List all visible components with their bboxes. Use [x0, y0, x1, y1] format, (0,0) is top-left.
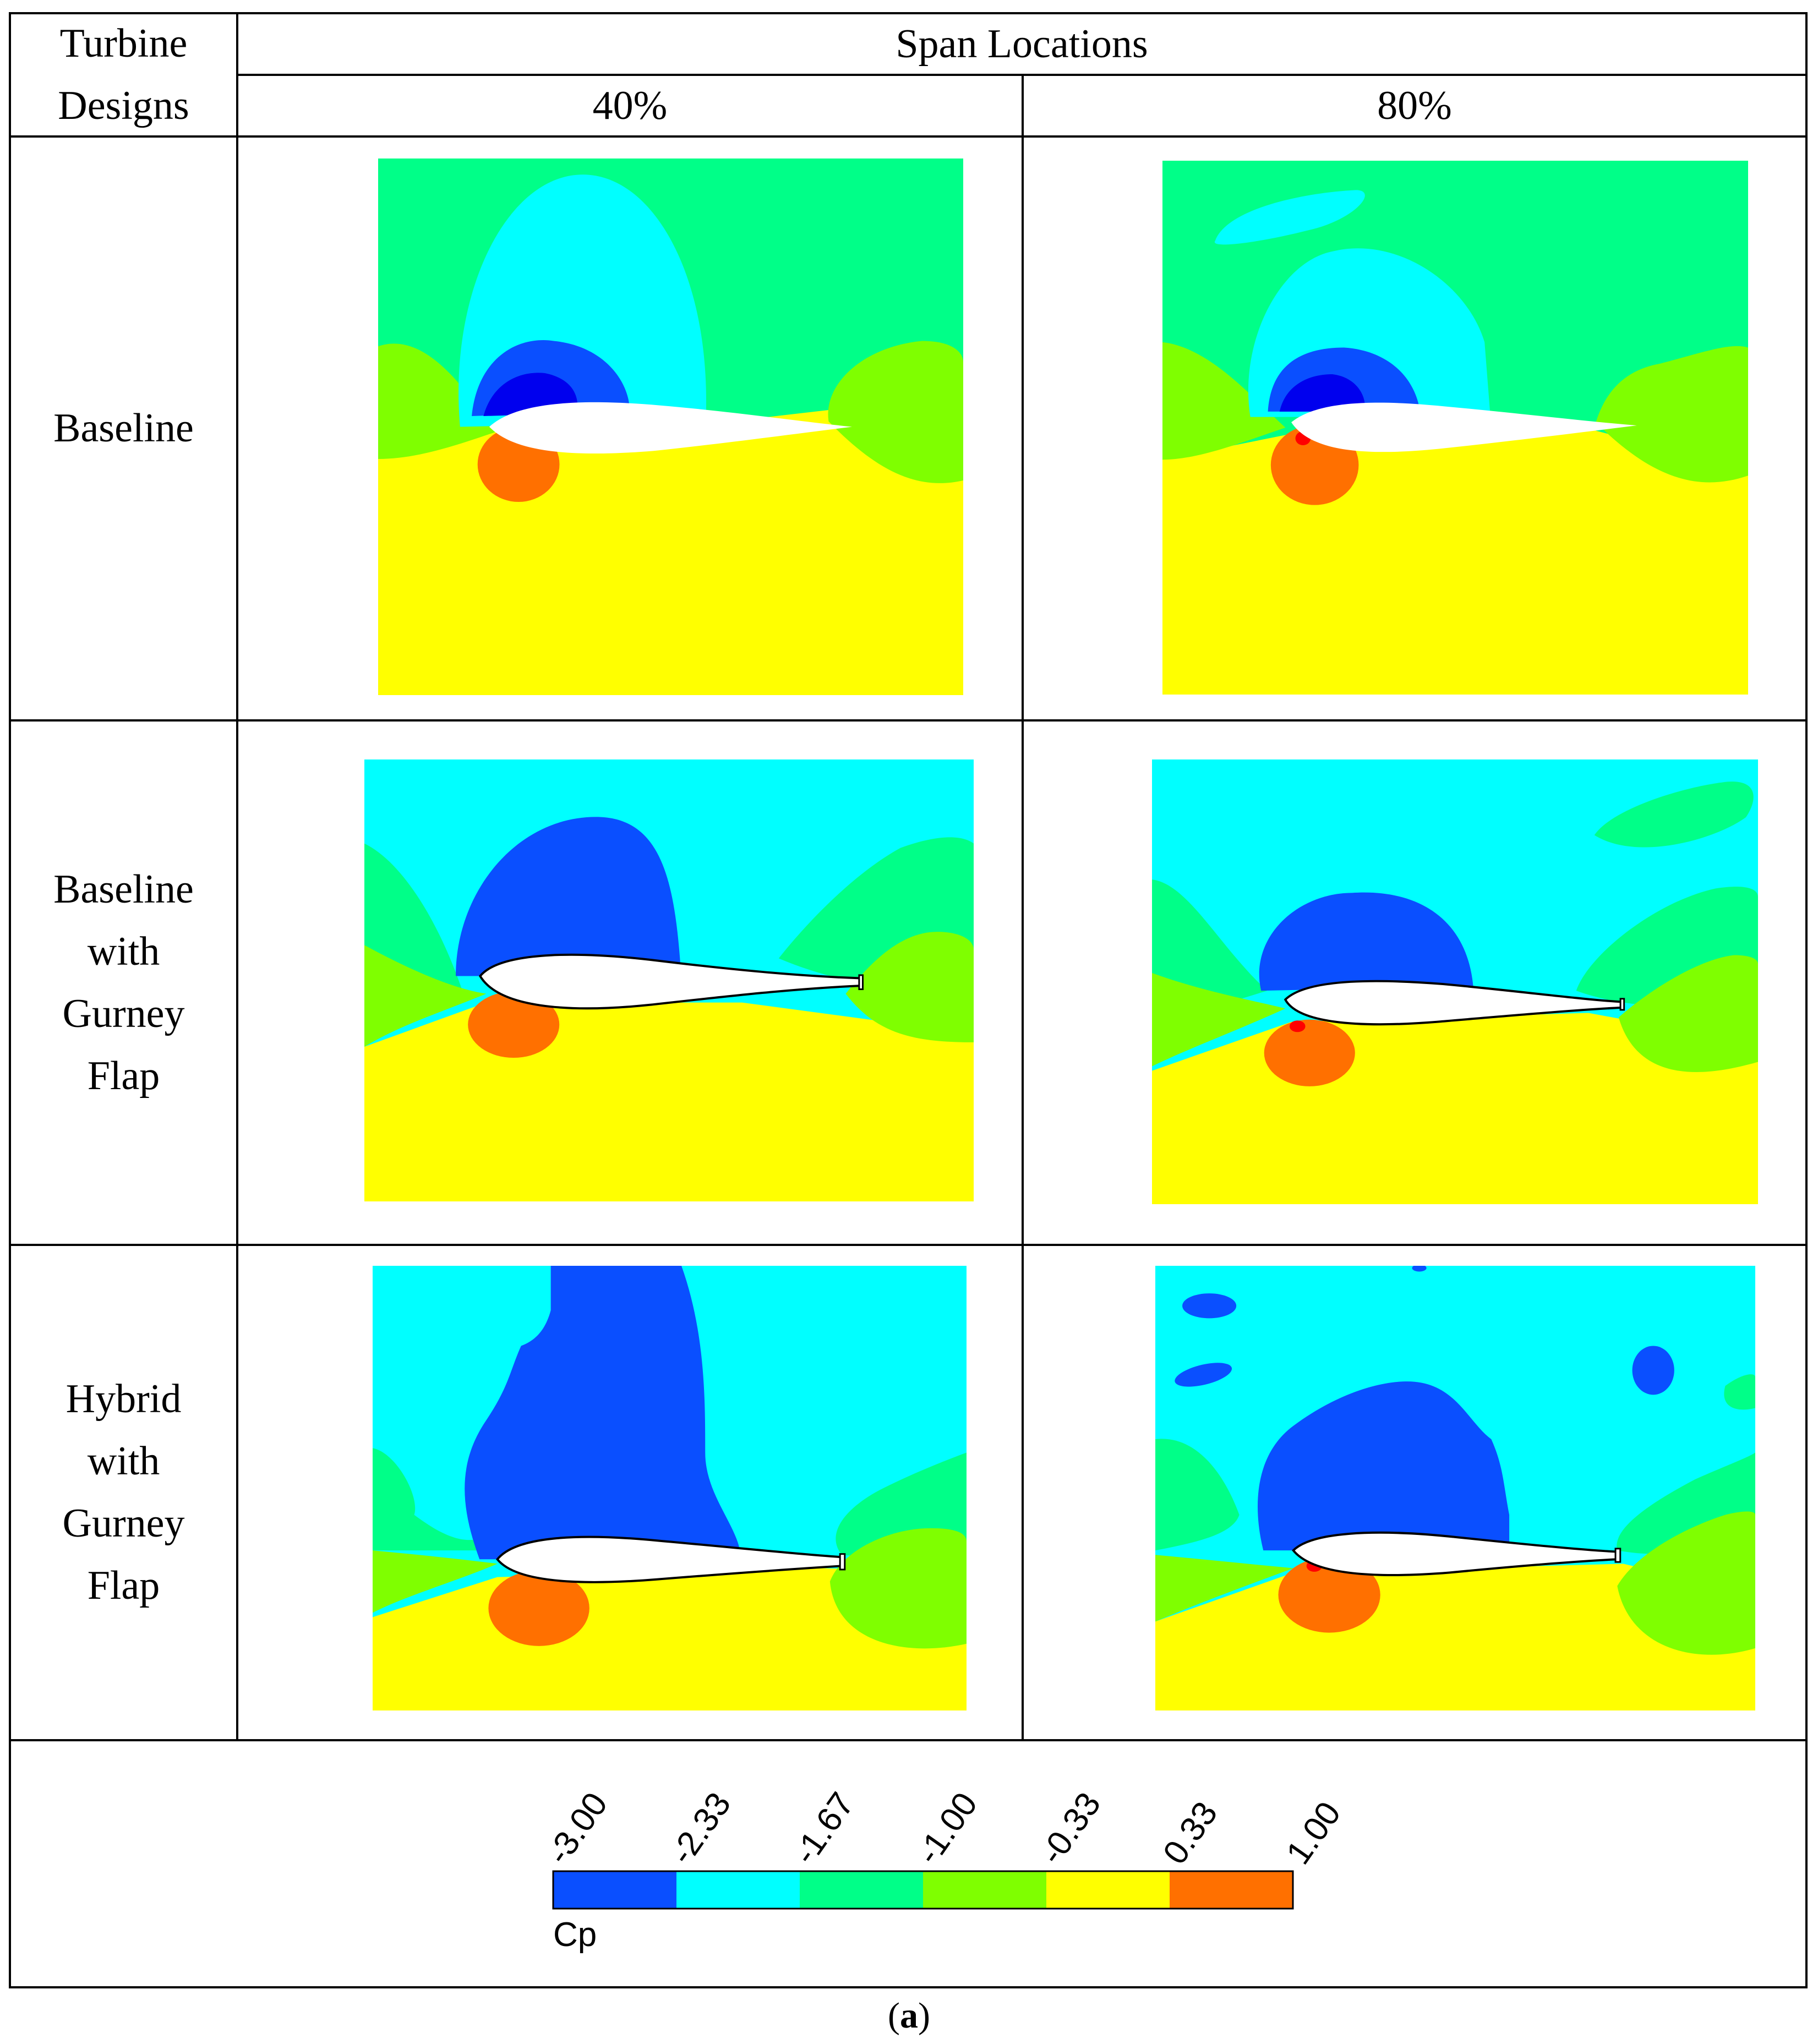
legend-tick-label: -2.33: [663, 1786, 739, 1871]
legend-tick-label: -3.00: [539, 1786, 615, 1871]
cp-contour-baseline-gurney-40: [364, 759, 974, 1201]
legend-tick-label: -1.67: [786, 1786, 862, 1871]
legend-tick-label: 1.00: [1279, 1795, 1349, 1871]
header-turbine-designs: Turbine Designs: [58, 21, 189, 128]
caption-close: ): [918, 1996, 930, 2036]
caption-open: (: [888, 1996, 900, 2036]
header-span-40: 40%: [592, 83, 668, 128]
legend-tick-label: 0.33: [1156, 1795, 1225, 1871]
cp-contour-baseline-gurney-80: [1152, 759, 1758, 1204]
legend-swatch: [800, 1871, 923, 1909]
caption-letter: a: [900, 1996, 918, 2036]
header-span-locations: Span Locations: [896, 21, 1148, 67]
cp-contour-baseline-80: [1162, 161, 1748, 695]
cp-legend-title: Cp: [553, 1916, 597, 1954]
legend-swatch: [553, 1871, 676, 1909]
row-label-baseline-gurney: Baseline with Gurney Flap: [53, 866, 194, 1098]
legend-tick-label: -1.00: [909, 1786, 985, 1871]
row-label-baseline: Baseline: [53, 406, 194, 451]
cp-contour-hybrid-gurney-40: [373, 1266, 967, 1710]
legend-swatch: [676, 1871, 800, 1909]
legend-tick-label: -0.33: [1033, 1786, 1109, 1871]
legend-swatch: [1170, 1871, 1293, 1909]
header-span-80: 80%: [1377, 83, 1452, 128]
legend-swatch: [923, 1871, 1046, 1909]
cp-contour-hybrid-gurney-80: [1155, 1266, 1755, 1710]
cp-contour-baseline-40: [378, 159, 963, 695]
legend-outline: [552, 1870, 1294, 1910]
row-label-hybrid-gurney: Hybrid with Gurney Flap: [62, 1376, 185, 1608]
legend-swatch: [1046, 1871, 1170, 1909]
figure-caption: (a): [0, 1995, 1818, 2037]
